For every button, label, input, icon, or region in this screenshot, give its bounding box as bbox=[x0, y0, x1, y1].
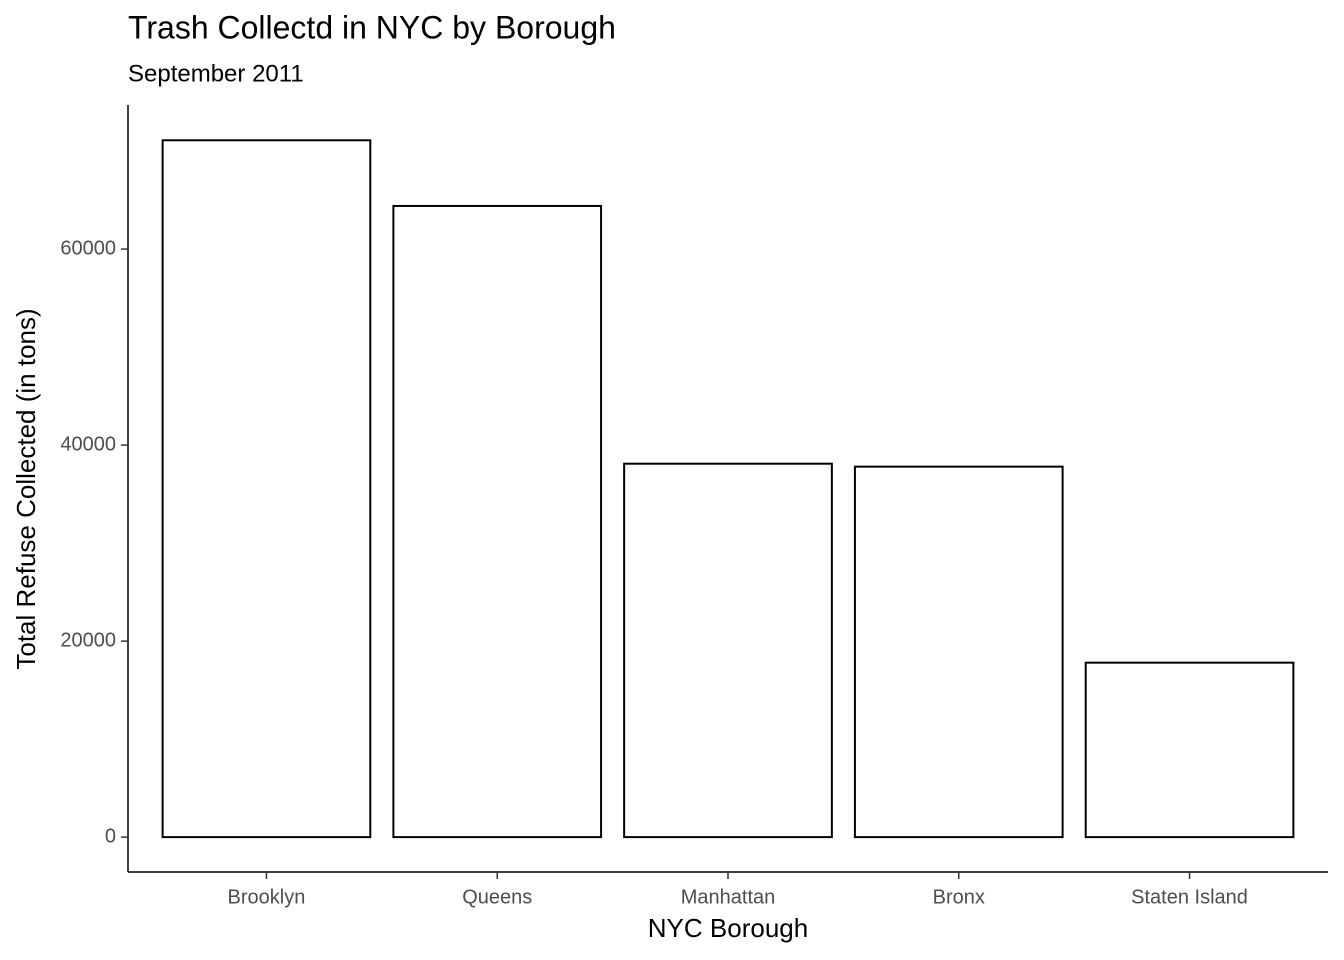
y-tick-label: 20000 bbox=[60, 629, 116, 651]
y-tick-label: 0 bbox=[105, 825, 116, 847]
bar bbox=[853, 465, 1064, 839]
x-tick-label: Manhattan bbox=[681, 886, 776, 908]
y-axis-title: Total Refuse Collected (in tons) bbox=[11, 308, 41, 669]
x-axis-title: NYC Borough bbox=[648, 913, 808, 943]
y-tick-label: 60000 bbox=[60, 237, 116, 259]
x-tick-label: Bronx bbox=[933, 886, 985, 908]
bar bbox=[392, 204, 603, 839]
x-tick-label: Staten Island bbox=[1131, 886, 1248, 908]
chart-subtitle: September 2011 bbox=[128, 60, 304, 87]
x-tick-label: Queens bbox=[462, 886, 532, 908]
bar bbox=[1084, 661, 1295, 839]
bar bbox=[161, 139, 372, 839]
x-tick-label: Brooklyn bbox=[228, 886, 306, 908]
y-tick-label: 40000 bbox=[60, 433, 116, 455]
bar bbox=[623, 462, 833, 839]
chart-title: Trash Collectd in NYC by Borough bbox=[128, 9, 616, 45]
